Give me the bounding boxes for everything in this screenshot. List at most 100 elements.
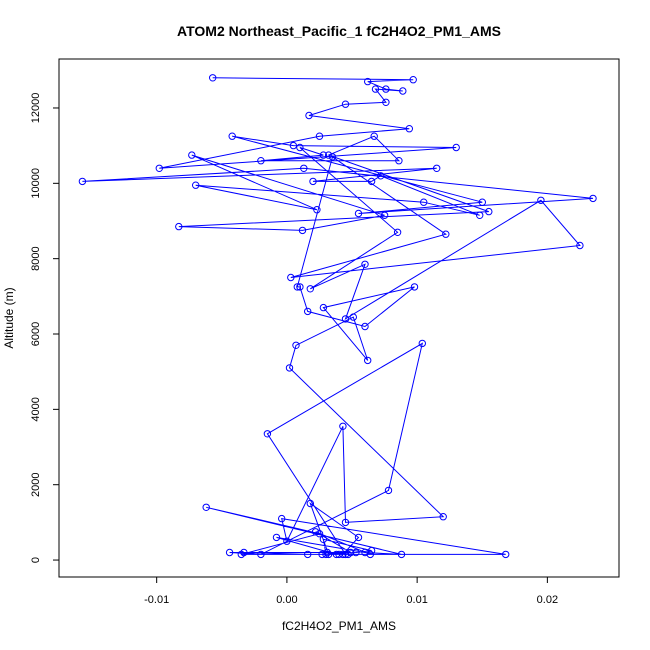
data-point [537, 196, 545, 205]
data-point [188, 151, 196, 159]
data-point [202, 503, 210, 511]
data-point [409, 76, 417, 84]
data-point [364, 356, 372, 365]
data-point [442, 230, 450, 238]
data-point [324, 550, 333, 559]
data-point [304, 307, 312, 316]
data-point [175, 222, 183, 231]
data-point [309, 177, 317, 186]
y-tick-label: 8000 [30, 246, 42, 270]
data-point [296, 283, 304, 291]
data-point [335, 550, 343, 559]
data-point [370, 132, 378, 140]
y-tick-label: 2000 [30, 472, 42, 496]
data-point [433, 164, 441, 173]
data-point [382, 85, 390, 93]
data-point [410, 283, 419, 291]
data-point [397, 550, 406, 559]
y-tick-label: 4000 [30, 397, 42, 421]
data-point [209, 74, 217, 82]
series-line [82, 77, 594, 555]
x-tick-label: -0.01 [144, 594, 169, 606]
data-point [292, 341, 300, 349]
data-point [371, 85, 380, 93]
data-point [328, 153, 337, 161]
data-point [319, 151, 328, 159]
data-point [589, 194, 597, 203]
data-point [347, 548, 355, 557]
data-point [452, 143, 460, 152]
data-point [366, 550, 374, 559]
data-point [380, 211, 389, 220]
x-tick-label: 0.01 [406, 594, 427, 606]
data-point [315, 132, 324, 140]
y-tick-label: 12000 [30, 93, 42, 124]
data-point [341, 100, 350, 108]
data-point [257, 157, 265, 165]
y-tick-label: 0 [30, 557, 42, 563]
data-point [296, 143, 304, 152]
data-point [339, 550, 347, 559]
data-point [306, 285, 314, 293]
data-point [287, 273, 295, 282]
data-point [418, 339, 426, 348]
data-point [478, 198, 486, 206]
y-axis: 0 2000 4000 6000 8000 10000 12000 [30, 93, 59, 563]
data-point [576, 241, 584, 250]
plot-frame [58, 58, 620, 578]
data-point [420, 198, 428, 206]
data-point [192, 181, 200, 189]
data-point [361, 548, 369, 557]
data-point [485, 207, 493, 216]
data-point [272, 533, 281, 542]
data-point [228, 132, 236, 140]
data-point [322, 550, 330, 559]
data-point [476, 211, 484, 220]
data-point [354, 533, 363, 542]
data-point [263, 430, 272, 438]
y-tick-label: 10000 [30, 168, 42, 199]
data-point [395, 157, 403, 165]
data-point [78, 177, 87, 186]
data-point [306, 499, 314, 508]
data-point [354, 209, 363, 218]
data-point [382, 98, 390, 107]
x-axis-label: fC2H4O2_PM1_AMS [282, 619, 396, 633]
data-point [240, 548, 248, 557]
data-point [305, 111, 313, 120]
data-point [367, 546, 376, 555]
data-point [361, 260, 369, 268]
data-point [341, 315, 350, 323]
series-layer [78, 74, 597, 559]
data-point [324, 151, 333, 159]
data-point [315, 530, 324, 538]
data-point [341, 518, 350, 527]
y-tick-label: 6000 [30, 322, 42, 346]
data-point [300, 164, 308, 173]
data-point [285, 364, 294, 372]
y-axis-label: Altitude (m) [2, 287, 16, 348]
data-point [304, 550, 312, 559]
data-point [283, 537, 291, 545]
data-point [257, 550, 265, 559]
data-point [439, 513, 447, 521]
x-axis: -0.01 0.00 0.01 0.02 [144, 577, 558, 606]
data-point [293, 283, 301, 291]
data-point [364, 77, 372, 86]
data-point [311, 528, 320, 536]
data-point [352, 548, 360, 557]
data-point [361, 322, 369, 331]
data-point [155, 164, 164, 173]
data-point [319, 535, 328, 543]
data-point [298, 226, 307, 235]
x-tick-label: 0.02 [537, 594, 558, 606]
data-point [399, 87, 407, 95]
data-point [349, 313, 357, 321]
data-point [502, 550, 510, 559]
x-tick-label: 0.00 [276, 594, 297, 606]
data-point [405, 125, 413, 133]
data-point [225, 548, 234, 557]
data-point [393, 228, 402, 237]
data-point [289, 141, 298, 150]
